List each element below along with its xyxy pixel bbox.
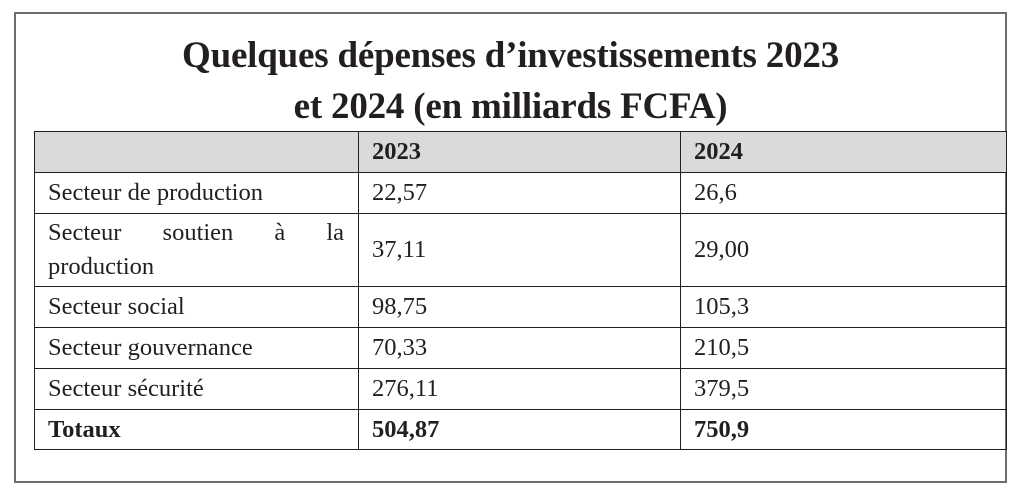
- header-2023: 2023: [358, 131, 681, 173]
- cell-2023: 37,11: [358, 213, 681, 287]
- cell-2023: 276,11: [358, 368, 681, 410]
- table-row: Secteur social 98,75 105,3: [34, 286, 1007, 328]
- cell-2023: 22,57: [358, 172, 681, 214]
- row-label: Secteur soutien à la production: [48, 219, 344, 280]
- page-title: Quelques dépenses d’investissements 2023…: [14, 30, 1007, 132]
- total-label: Totaux: [34, 409, 359, 450]
- table-row: Secteur sécurité 276,11 379,5: [34, 368, 1007, 410]
- total-2023: 504,87: [358, 409, 681, 450]
- row-label: Secteur social: [34, 286, 359, 328]
- header-empty-cell: [34, 131, 359, 173]
- header-2024: 2024: [680, 131, 1007, 173]
- title-line-1: Quelques dépenses d’investissements 2023: [181, 35, 840, 76]
- cell-2024: 379,5: [680, 368, 1007, 410]
- title-line-2: et 2024 (en milliards FCFA): [293, 86, 728, 127]
- cell-2024: 29,00: [680, 213, 1007, 287]
- table-row: Secteur soutien à la production 37,11 29…: [34, 213, 1007, 287]
- cell-2023: 70,33: [358, 327, 681, 369]
- cell-2024: 26,6: [680, 172, 1007, 214]
- table-header-row: 2023 2024: [34, 131, 1007, 173]
- table-row: Secteur gouvernance 70,33 210,5: [34, 327, 1007, 369]
- total-2024: 750,9: [680, 409, 1007, 450]
- cell-2023: 98,75: [358, 286, 681, 328]
- row-label: Secteur sécurité: [34, 368, 359, 410]
- total-row: Totaux 504,87 750,9: [34, 409, 1007, 450]
- row-label-cell: Secteur soutien à la production: [34, 213, 359, 287]
- cell-2024: 210,5: [680, 327, 1007, 369]
- table-row: Secteur de production 22,57 26,6: [34, 172, 1007, 214]
- row-label: Secteur de production: [34, 172, 359, 214]
- investment-table: 2023 2024 Secteur de production 22,57 26…: [34, 131, 1007, 450]
- cell-2024: 105,3: [680, 286, 1007, 328]
- row-label: Secteur gouvernance: [34, 327, 359, 369]
